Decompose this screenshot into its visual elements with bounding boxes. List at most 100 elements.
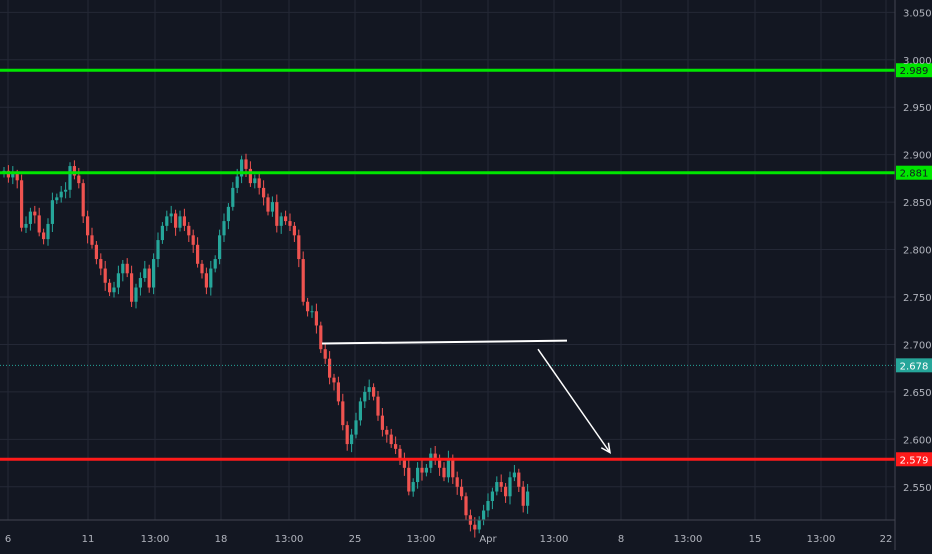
candle-body xyxy=(284,216,288,222)
candle-body xyxy=(187,225,191,236)
candle-body xyxy=(125,263,129,274)
candle-body xyxy=(473,524,477,530)
candle-body xyxy=(345,425,349,445)
candle-body xyxy=(231,187,235,207)
candle-body xyxy=(222,221,226,236)
x-tick-label: 13:00 xyxy=(674,534,703,545)
x-tick-label: 25 xyxy=(349,534,362,545)
y-tick-label: 2.650 xyxy=(903,388,932,399)
candle-body xyxy=(306,301,310,312)
candle-body xyxy=(389,434,393,445)
candle-body xyxy=(138,278,142,288)
x-tick-label: 13:00 xyxy=(807,534,836,545)
candle-body xyxy=(477,520,481,530)
candle-body xyxy=(464,496,468,516)
candle-body xyxy=(363,391,367,402)
candle-body xyxy=(68,166,72,190)
candle-body xyxy=(424,467,428,473)
candle-body xyxy=(310,311,314,313)
candle-body xyxy=(33,211,37,216)
x-tick-label: 13:00 xyxy=(407,534,436,545)
candle-body xyxy=(226,206,230,222)
candle-body xyxy=(112,287,116,293)
candle-body xyxy=(442,467,446,478)
candle-body xyxy=(169,213,173,217)
x-tick-label: 6 xyxy=(5,534,11,545)
candle-body xyxy=(336,382,340,402)
candle-body xyxy=(103,268,107,283)
candle-body xyxy=(451,458,455,478)
price-levels: 2.678 2.989 2.881 2.579 xyxy=(0,63,932,467)
current-price-tag xyxy=(896,358,932,373)
candle-body xyxy=(460,486,464,497)
candle-body xyxy=(446,458,450,478)
candle-body xyxy=(213,259,217,269)
x-tick-label: 13:00 xyxy=(540,534,569,545)
candle-body xyxy=(86,216,90,236)
candle-body xyxy=(486,501,490,511)
candle-body xyxy=(218,235,222,260)
y-tick-label: 2.950 xyxy=(903,103,932,114)
candle-body xyxy=(196,244,200,264)
forecast-arrow-head xyxy=(600,442,611,455)
candle-body xyxy=(288,221,292,226)
candle-body xyxy=(350,434,354,445)
candle-body xyxy=(94,244,98,260)
candle-body xyxy=(55,197,59,201)
candle-body xyxy=(407,467,411,492)
candle-body xyxy=(512,472,516,478)
candle-body xyxy=(15,173,19,181)
candles xyxy=(2,153,530,538)
candle-body xyxy=(521,486,525,506)
resistance-upper-label: 2.989 xyxy=(900,66,929,77)
candle-body xyxy=(376,396,380,416)
y-tick-label: 2.800 xyxy=(903,246,932,257)
candle-body xyxy=(174,213,178,228)
candle-body xyxy=(99,259,103,269)
candle-body xyxy=(499,482,503,487)
y-tick-label: 2.700 xyxy=(903,340,932,351)
drawings xyxy=(321,339,611,455)
candle-body xyxy=(358,401,362,421)
candle-body xyxy=(11,173,15,178)
candle-body xyxy=(354,420,358,435)
candle-body xyxy=(292,225,296,236)
candle-body xyxy=(341,401,345,426)
candle-body xyxy=(332,377,336,383)
candle-body xyxy=(297,235,301,260)
y-tick-label: 3.000 xyxy=(903,56,932,67)
candle-body xyxy=(438,458,442,468)
candle-body xyxy=(411,482,415,492)
current-price-label: 2.678 xyxy=(900,361,929,372)
candle-body xyxy=(240,159,244,177)
candle-body xyxy=(433,453,437,459)
y-tick-label: 2.900 xyxy=(903,151,932,162)
x-tick-label: 8 xyxy=(618,534,624,545)
candle-body xyxy=(490,491,494,502)
candle-body xyxy=(90,235,94,245)
forecast-arrow-shaft xyxy=(537,348,611,454)
candle-body xyxy=(323,349,327,359)
candle-body xyxy=(20,180,24,228)
candle-body xyxy=(165,216,169,226)
candle-body xyxy=(526,491,530,506)
candle-body xyxy=(262,187,266,198)
candle-body xyxy=(28,211,32,224)
candle-body xyxy=(416,467,420,483)
y-tick-label: 2.600 xyxy=(903,435,932,446)
candle-body xyxy=(314,311,318,326)
candle-body xyxy=(204,273,208,288)
candle-body xyxy=(275,202,279,226)
x-tick-label: 22 xyxy=(880,534,893,545)
support-target-label: 2.579 xyxy=(900,455,929,466)
neckline xyxy=(321,339,568,345)
x-tick-label: 13:00 xyxy=(275,534,304,545)
y-tick-label: 2.750 xyxy=(903,293,932,304)
candle-body xyxy=(495,482,499,492)
x-tick-label: 18 xyxy=(215,534,228,545)
x-tick-label: 13:00 xyxy=(141,534,170,545)
